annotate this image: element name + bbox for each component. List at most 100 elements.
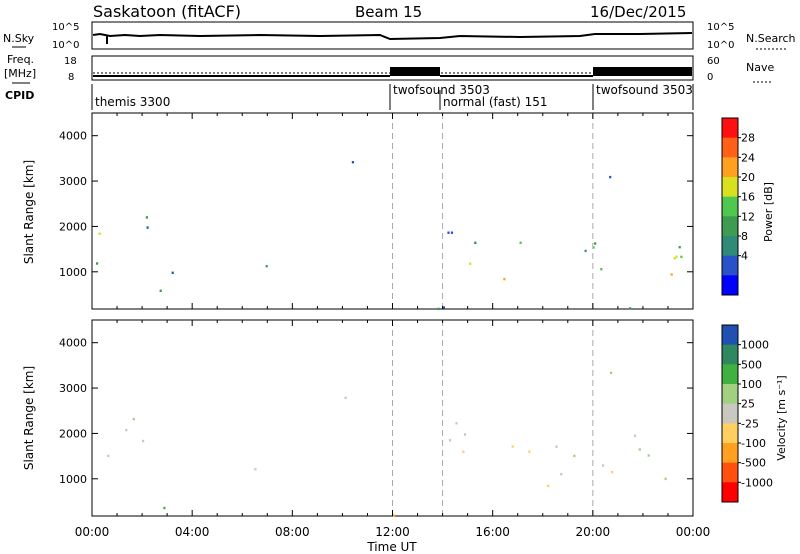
region-3 [159, 289, 162, 292]
y-tick-0: 1000 [59, 266, 87, 279]
colorbar-tick-5: -100 [741, 437, 766, 450]
freq-panel: Freq. [MHz] 18 8 60 0 Nave [4, 53, 774, 83]
power-scatter [96, 113, 683, 311]
time-axis: 00:00 04:00 08:00 12:00 16:00 20:00 00:00 [75, 525, 711, 539]
region-11 [609, 175, 612, 179]
cpid-row: CPID themis 3300 twofsound 3503 normal (… [5, 82, 694, 110]
station-title: Saskatoon (fitACF) [93, 2, 241, 21]
time-tick-0: 00:00 [75, 525, 110, 539]
colorbar-swatch-6 [722, 236, 738, 257]
colorbar-swatch-0 [722, 118, 738, 139]
colorbar-swatch-6 [722, 443, 738, 464]
colorbar-tick-4: 12 [741, 210, 755, 223]
colorbar-swatch-5 [722, 216, 738, 237]
velocity-frame [91, 319, 694, 517]
colorbar-tick-6: -500 [741, 457, 766, 470]
velocity-scatter [107, 320, 667, 517]
colorbar-swatch-1 [722, 137, 738, 158]
y-tick-1: 2000 [59, 220, 87, 233]
region-4 [171, 271, 174, 274]
region-7 [610, 371, 613, 375]
cpid-seg-0: themis 3300 [95, 95, 170, 109]
colorbar-swatch-7 [722, 255, 738, 276]
nsky-panel: N.Sky 10^5 10^0 10^5 10^0 N.Search [3, 21, 796, 51]
nsky-tick-top: 10^5 [52, 22, 79, 33]
power-frame [91, 112, 694, 310]
power-panel: 1000 2000 3000 4000 Slant Range [km] 28 24 20… [22, 112, 775, 311]
colorbar-swatch-3 [722, 384, 738, 405]
time-tick-5: 20:00 [576, 525, 611, 539]
time-axis-label: Time UT [366, 540, 417, 554]
power-colorbar: 28 24 20 16 12 8 4 [721, 117, 755, 296]
beam-title: Beam 15 [355, 3, 422, 21]
colorbar-tick-3: 25 [741, 398, 755, 411]
colorbar-tick-3: 16 [741, 191, 755, 204]
region-3 [254, 468, 257, 471]
time-tick-1: 04:00 [175, 525, 210, 539]
colorbar-tick-2: 20 [741, 171, 755, 184]
nsky-label: N.Sky [3, 32, 35, 45]
velocity-colorbar: 1000 500 100 25 -25 -100 -500 -1000 [721, 324, 773, 503]
region-2 [163, 506, 166, 510]
colorbar-tick-0: 28 [741, 132, 755, 145]
region-1 [145, 216, 149, 229]
colorbar-tick-2: 100 [741, 378, 762, 391]
time-tick-3: 12:00 [375, 525, 410, 539]
nave-tick-top: 60 [707, 56, 720, 67]
y-tick-3: 4000 [59, 337, 87, 350]
region-0 [96, 232, 101, 265]
freq-label: Freq. [7, 53, 34, 66]
colorbar-swatch-2 [722, 157, 738, 178]
region-5 [265, 265, 268, 268]
colorbar-swatch-8 [722, 275, 738, 296]
cpid-label: CPID [5, 89, 34, 102]
region-8 [393, 514, 396, 517]
velocity-y-ticks: 1000 2000 3000 4000 [59, 320, 694, 516]
region-6 [455, 422, 467, 436]
colorbar-swatch-2 [722, 364, 738, 385]
region-9 [474, 241, 681, 253]
colorbar-tick-5: 8 [741, 230, 748, 243]
nave-label: Nave [746, 61, 774, 74]
nsearch-tick-top: 10^5 [707, 22, 734, 33]
colorbar-swatch-7 [722, 462, 738, 483]
power-y-ticks: 1000 2000 3000 4000 [59, 113, 694, 309]
nsearch-label: N.Search [746, 32, 796, 45]
nave-tick-bottom: 0 [707, 72, 713, 83]
region-5 [449, 434, 667, 488]
colorbar-swatch-3 [722, 177, 738, 198]
y-tick-2: 3000 [59, 382, 87, 395]
time-tick-6: 00:00 [676, 525, 711, 539]
nsky-trace [92, 32, 693, 41]
date-title: 16/Dec/2015 [590, 3, 686, 21]
colorbar-tick-6: 4 [741, 250, 748, 263]
time-tick-4: 16:00 [475, 525, 510, 539]
velocity-colorbar-label: Velocity [m s⁻¹] [775, 375, 788, 460]
y-tick-1: 2000 [59, 427, 87, 440]
y-tick-0: 1000 [59, 473, 87, 486]
colorbar-swatch-0 [722, 325, 738, 346]
nsearch-tick-bottom: 10^0 [707, 40, 734, 51]
region-7 [351, 161, 354, 164]
colorbar-swatch-8 [722, 482, 738, 503]
region-10 [447, 231, 454, 234]
region-8 [469, 255, 683, 281]
velocity-ylabel: Slant Range [km] [22, 366, 36, 470]
colorbar-tick-7: -1000 [741, 476, 773, 489]
colorbar-swatch-5 [722, 423, 738, 444]
power-ylabel: Slant Range [km] [22, 160, 36, 264]
time-tick-2: 08:00 [275, 525, 310, 539]
cpid-seg-3: twofsound 3503 [596, 83, 693, 97]
nsky-tick-bottom: 10^0 [52, 40, 79, 51]
colorbar-swatch-4 [722, 403, 738, 424]
freq-tick-top: 18 [64, 56, 77, 67]
region-4 [344, 396, 347, 399]
power-colorbar-label: Power [dB] [762, 182, 775, 242]
freq-tick-bottom: 8 [68, 72, 74, 83]
colorbar-tick-1: 500 [741, 358, 762, 371]
colorbar-swatch-1 [722, 344, 738, 365]
colorbar-tick-4: -25 [741, 417, 759, 430]
colorbar-tick-0: 1000 [741, 339, 769, 352]
cpid-seg-1: twofsound 3503 [393, 83, 490, 97]
